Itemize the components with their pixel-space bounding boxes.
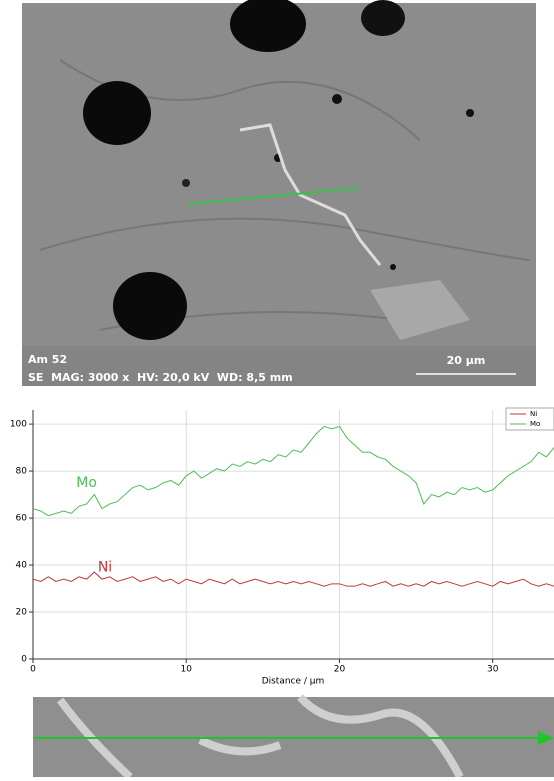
legend-label: Ni (530, 410, 537, 418)
image-info: SE MAG: 3000 x HV: 20,0 kV WD: 8,5 mm (28, 371, 293, 384)
x-axis-title: Distance / µm (262, 677, 325, 687)
y-tick-label: 80 (16, 467, 28, 477)
annotation: Mo (76, 475, 97, 491)
page: {"image": {"sample": "Am 52", "info": "S… (0, 0, 554, 777)
scale-bar-label: 20 µm (447, 354, 486, 367)
y-tick-label: 100 (10, 420, 27, 430)
line-scan-strip (33, 697, 554, 777)
annotation: Ni (98, 559, 112, 575)
sem-image: Am 52 SE MAG: 3000 x HV: 20,0 kV WD: 8,5… (22, 0, 536, 386)
chart: Distance / µm 0 20 40 60 80 100 0 10 20 30 Mo Ni Ni M… (10, 408, 554, 687)
y-tick-label: 20 (16, 608, 28, 618)
legend-label: Mo (530, 420, 540, 428)
sample-label: Am 52 (28, 353, 67, 366)
y-tick-label: 0 (21, 655, 27, 665)
x-tick-label: 30 (487, 665, 499, 675)
x-tick-label: 0 (30, 665, 36, 675)
y-tick-label: 60 (16, 514, 28, 524)
x-tick-label: 10 (181, 665, 193, 675)
figure: Am 52 SE MAG: 3000 x HV: 20,0 kV WD: 8,5… (0, 0, 554, 777)
y-tick-label: 40 (16, 561, 28, 571)
x-tick-label: 20 (334, 665, 346, 675)
